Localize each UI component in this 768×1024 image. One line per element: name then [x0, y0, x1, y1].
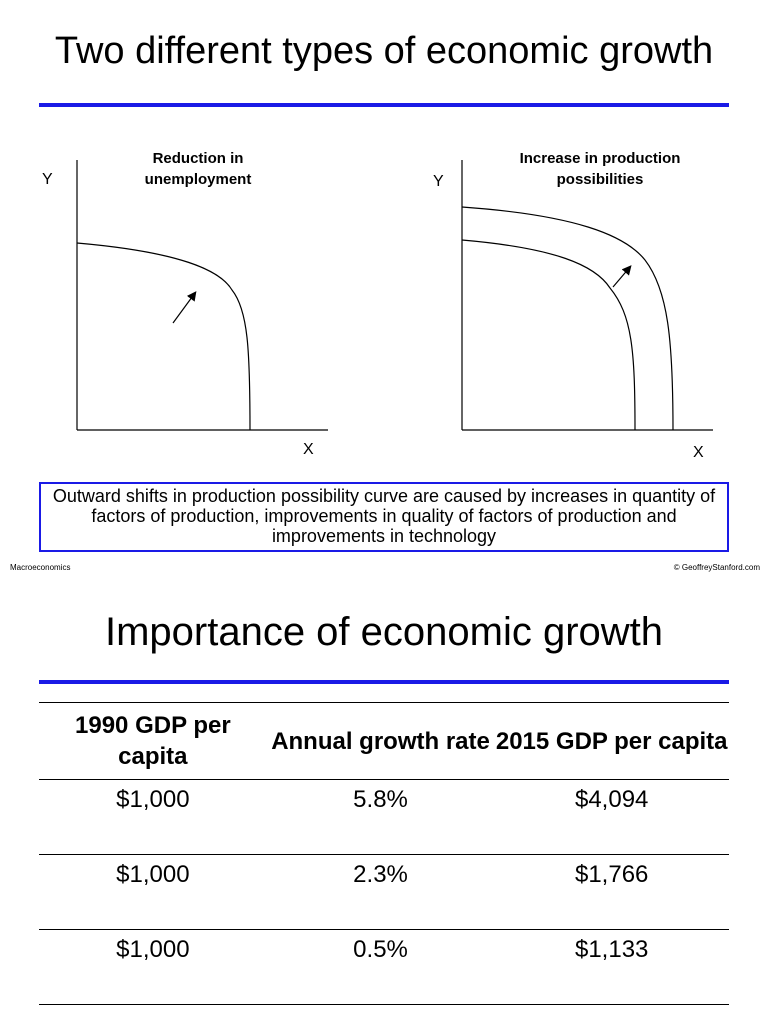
right-ppc-curve-shifted — [461, 206, 674, 431]
table-cell: 0.5% — [266, 929, 495, 1005]
table-cell: $1,133 — [494, 929, 729, 1005]
table-cell: 2.3% — [266, 854, 495, 930]
column-header: Annual growth rate — [266, 702, 495, 780]
right-arrow — [612, 265, 632, 288]
column-header: 1990 GDP per capita — [39, 702, 267, 780]
left-arrow — [172, 291, 197, 324]
table-row: $1,000 2.3% $1,766 — [39, 854, 729, 930]
table-header-row: 1990 GDP per capita Annual growth rate 2… — [39, 702, 729, 780]
right-ppc-curve-original — [461, 239, 636, 431]
note-box: Outward shifts in production possibility… — [39, 482, 729, 552]
right-x-axis-label: X — [693, 444, 704, 461]
slide-title: Two different types of economic growth — [54, 30, 714, 72]
slide-economic-growth-types: Two different types of economic growth R… — [10, 30, 760, 572]
right-graph-title: Increase in production possibilities — [519, 150, 681, 188]
table-cell: $1,000 — [39, 854, 267, 930]
table-row: $1,000 0.5% $1,133 — [39, 929, 729, 1005]
title-divider — [39, 680, 729, 684]
right-y-axis-label: Y — [433, 173, 444, 190]
slide-importance-of-growth: Importance of economic growth 1990 GDP p… — [0, 580, 768, 1024]
right-ppc-graph — [461, 160, 713, 431]
left-y-axis-label: Y — [42, 171, 53, 188]
table-cell: $1,766 — [494, 854, 729, 930]
left-graph-title: Reduction in unemployment — [144, 150, 252, 188]
left-x-axis-label: X — [303, 441, 314, 458]
column-header: 2015 GDP per capita — [494, 702, 729, 780]
table-cell: $4,094 — [494, 779, 729, 855]
footer-copyright: © GeoffreyStanford.com — [673, 563, 760, 572]
table-cell: $1,000 — [39, 779, 267, 855]
title-divider — [39, 103, 729, 107]
left-ppc-graph — [76, 160, 328, 431]
gdp-growth-table: 1990 GDP per capita Annual growth rate 2… — [39, 702, 729, 1005]
footer-course: Macroeconomics — [10, 563, 71, 572]
table-cell: 5.8% — [266, 779, 495, 855]
table-cell: $1,000 — [39, 929, 267, 1005]
slide-title: Importance of economic growth — [104, 610, 664, 654]
left-ppc-curve — [76, 242, 251, 431]
table-row: $1,000 5.8% $4,094 — [39, 779, 729, 855]
